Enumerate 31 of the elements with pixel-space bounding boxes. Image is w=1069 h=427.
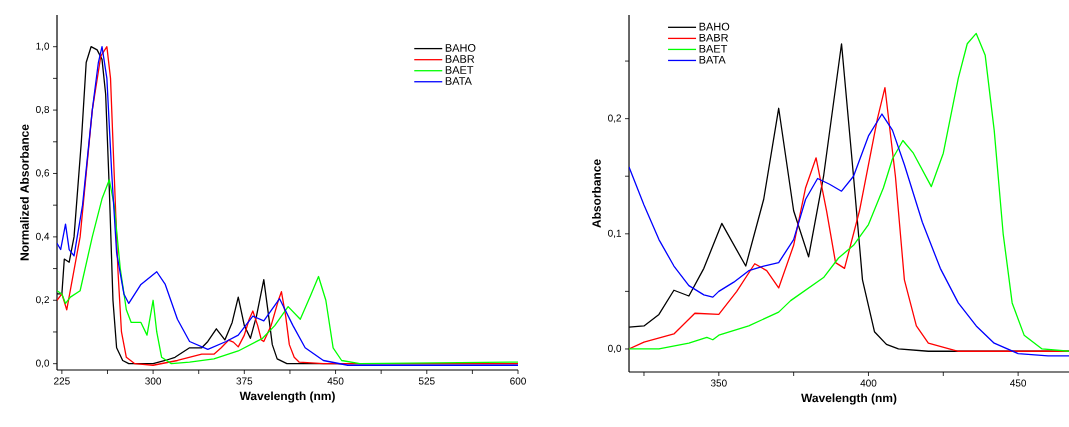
y-tick-label: 0,0	[608, 344, 622, 354]
x-tick-label: 350	[710, 379, 727, 387]
legend-label: BABR	[445, 55, 475, 63]
x-axis-title: Wavelength (nm)	[801, 393, 897, 405]
x-tick-label: 400	[860, 379, 877, 387]
y-tick-label: 0,6	[36, 169, 50, 178]
x-tick-label: 600	[510, 377, 526, 385]
y-tick-label: 0,4	[36, 232, 50, 241]
legend-label: BAET	[699, 44, 728, 53]
y-tick-label: 0,1	[608, 229, 622, 238]
y-axis-title: Normalized Absorbance	[20, 124, 29, 261]
legend-label: BAET	[445, 66, 474, 74]
x-tick-label: 225	[54, 377, 70, 385]
y-tick-label: 0,2	[608, 114, 621, 123]
y-tick-label: 1,0	[36, 42, 50, 51]
x-tick-label: 450	[327, 377, 344, 385]
x-tick-label: 300	[145, 377, 162, 385]
y-tick-label: 0,8	[36, 105, 50, 115]
y-tick-label: 0,2	[36, 296, 49, 305]
x-axis-title: Wavelength (nm)	[239, 391, 335, 403]
legend-label: BAHO	[699, 22, 730, 31]
x-tick-label: 450	[1010, 379, 1027, 387]
legend-label: BATA	[445, 77, 472, 85]
legend-label: BABR	[699, 33, 729, 42]
x-tick-label: 375	[236, 377, 253, 385]
y-axis-title: Absorbance	[592, 159, 601, 228]
legend-label: BATA	[699, 55, 726, 64]
x-tick-label: 525	[418, 377, 435, 385]
legend-label: BAHO	[445, 44, 476, 52]
y-tick-label: 0,0	[36, 359, 50, 368]
line-series	[57, 179, 519, 365]
